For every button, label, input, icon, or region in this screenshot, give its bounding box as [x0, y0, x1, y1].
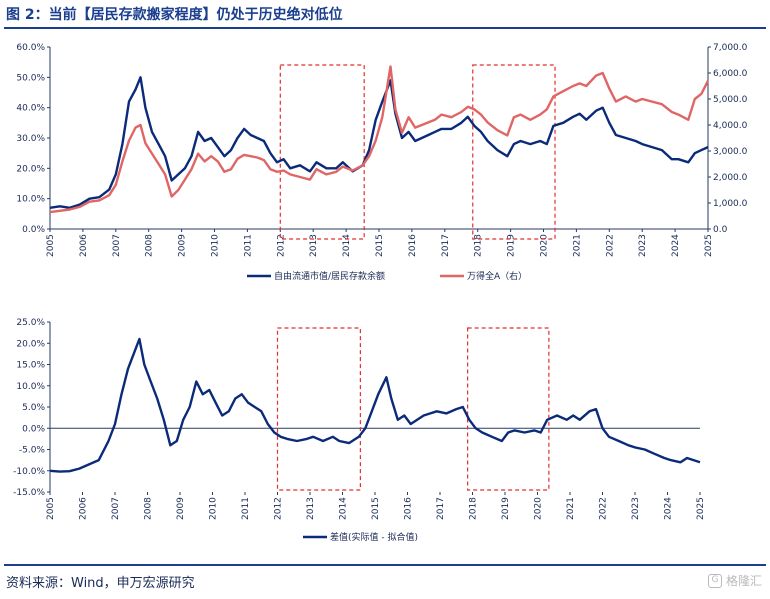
source-note: 资料来源：Wind，申万宏源研究	[6, 576, 195, 591]
x-tick-label: 2006	[79, 497, 89, 520]
x-tick-label: 2017	[436, 497, 446, 520]
x-tick-label: 2016	[404, 497, 414, 520]
x-tick-label: 2005	[46, 234, 56, 257]
highlight-box	[472, 64, 556, 240]
y-left-tick-label: 20.0%	[16, 339, 45, 349]
x-tick-label: 2013	[309, 234, 319, 257]
figure-title: 图 2：当前【居民存款搬家程度】仍处于历史绝对低位	[6, 7, 343, 23]
x-tick-label: 2005	[46, 497, 56, 520]
watermark: G 格隆汇	[707, 572, 762, 589]
series-line-1-0	[49, 337, 701, 473]
x-tick-label: 2014	[339, 497, 349, 520]
y-right-tick-label: 7,000.0	[713, 43, 748, 53]
y-right-tick-label: 6,000.0	[713, 69, 748, 79]
y-left-tick-label: 0.0%	[22, 424, 45, 434]
x-tick-label: 2025	[704, 234, 714, 257]
x-tick-label: 2025	[696, 497, 706, 520]
watermark-logo-icon: G	[707, 573, 722, 588]
title-rule	[4, 27, 766, 29]
x-tick-label: 2008	[145, 234, 155, 257]
y-left-tick-label: 60.0%	[16, 43, 45, 53]
x-tick-label: 2011	[243, 234, 253, 257]
y-left-tick-label: -10.0%	[13, 467, 45, 477]
x-tick-label: 2009	[176, 497, 186, 520]
x-tick-label: 2021	[566, 497, 576, 520]
x-tick-label: 2008	[144, 497, 154, 520]
series-line-0-0	[49, 76, 709, 209]
y-left-tick-label: 40.0%	[16, 104, 45, 114]
x-tick-label: 2012	[276, 234, 286, 257]
x-tick-label: 2016	[408, 234, 418, 257]
footer-rule	[4, 564, 766, 566]
highlight-box	[467, 327, 550, 491]
y-right-tick-label: 5,000.0	[713, 95, 748, 105]
x-tick-label: 2010	[211, 234, 221, 257]
y-left-tick-label: -15.0%	[13, 488, 45, 498]
x-tick-label: 2020	[540, 234, 550, 257]
x-tick-label: 2015	[371, 497, 381, 520]
x-tick-label: 2012	[274, 497, 284, 520]
x-tick-label: 2022	[599, 497, 609, 520]
x-tick-label: 2024	[664, 497, 674, 520]
y-left-tick-label: -5.0%	[19, 446, 46, 456]
y-left-tick-label: 10.0%	[16, 382, 45, 392]
x-tick-label: 2011	[241, 497, 251, 520]
watermark-text: 格隆汇	[725, 574, 762, 588]
legend-label: 万得全A（右）	[467, 270, 527, 282]
x-tick-label: 2015	[375, 234, 385, 257]
highlight-box	[276, 327, 361, 491]
series-line-0-1	[49, 65, 710, 214]
x-tick-label: 2017	[441, 234, 451, 257]
x-tick-label: 2006	[79, 234, 89, 257]
y-left-tick-label: 5.0%	[22, 403, 45, 413]
x-tick-label: 2007	[112, 234, 122, 257]
y-right-tick-label: 4,000.0	[713, 121, 748, 131]
y-left-tick-label: 15.0%	[16, 361, 45, 371]
x-tick-label: 2018	[469, 497, 479, 520]
y-left-tick-label: 0.0%	[22, 225, 45, 235]
x-tick-label: 2019	[507, 234, 517, 257]
y-right-tick-label: 2,000.0	[713, 173, 748, 183]
x-tick-label: 2022	[605, 234, 615, 257]
y-right-tick-label: 0.0	[713, 225, 728, 235]
x-tick-label: 2023	[631, 497, 641, 520]
highlight-box	[279, 64, 365, 240]
y-left-tick-label: 20.0%	[16, 164, 45, 174]
x-tick-label: 2007	[111, 497, 121, 520]
x-tick-label: 2010	[209, 497, 219, 520]
x-tick-label: 2020	[534, 497, 544, 520]
x-tick-label: 2019	[501, 497, 511, 520]
y-left-tick-label: 50.0%	[16, 73, 45, 83]
x-tick-label: 2013	[306, 497, 316, 520]
x-tick-label: 2009	[178, 234, 188, 257]
legend-label: 自由流通市值/居民存款余额	[274, 270, 385, 282]
x-tick-label: 2018	[474, 234, 484, 257]
legend-label: 差值(实际值 - 拟合值)	[330, 531, 418, 543]
y-right-tick-label: 3,000.0	[713, 147, 748, 157]
y-left-tick-label: 30.0%	[16, 134, 45, 144]
x-tick-label: 2014	[342, 234, 352, 257]
y-left-tick-label: 10.0%	[16, 195, 45, 205]
x-tick-label: 2023	[638, 234, 648, 257]
x-tick-label: 2021	[572, 234, 582, 257]
x-tick-label: 2024	[671, 234, 681, 257]
y-right-tick-label: 1,000.0	[713, 199, 748, 209]
y-left-tick-label: 25.0%	[16, 318, 45, 328]
